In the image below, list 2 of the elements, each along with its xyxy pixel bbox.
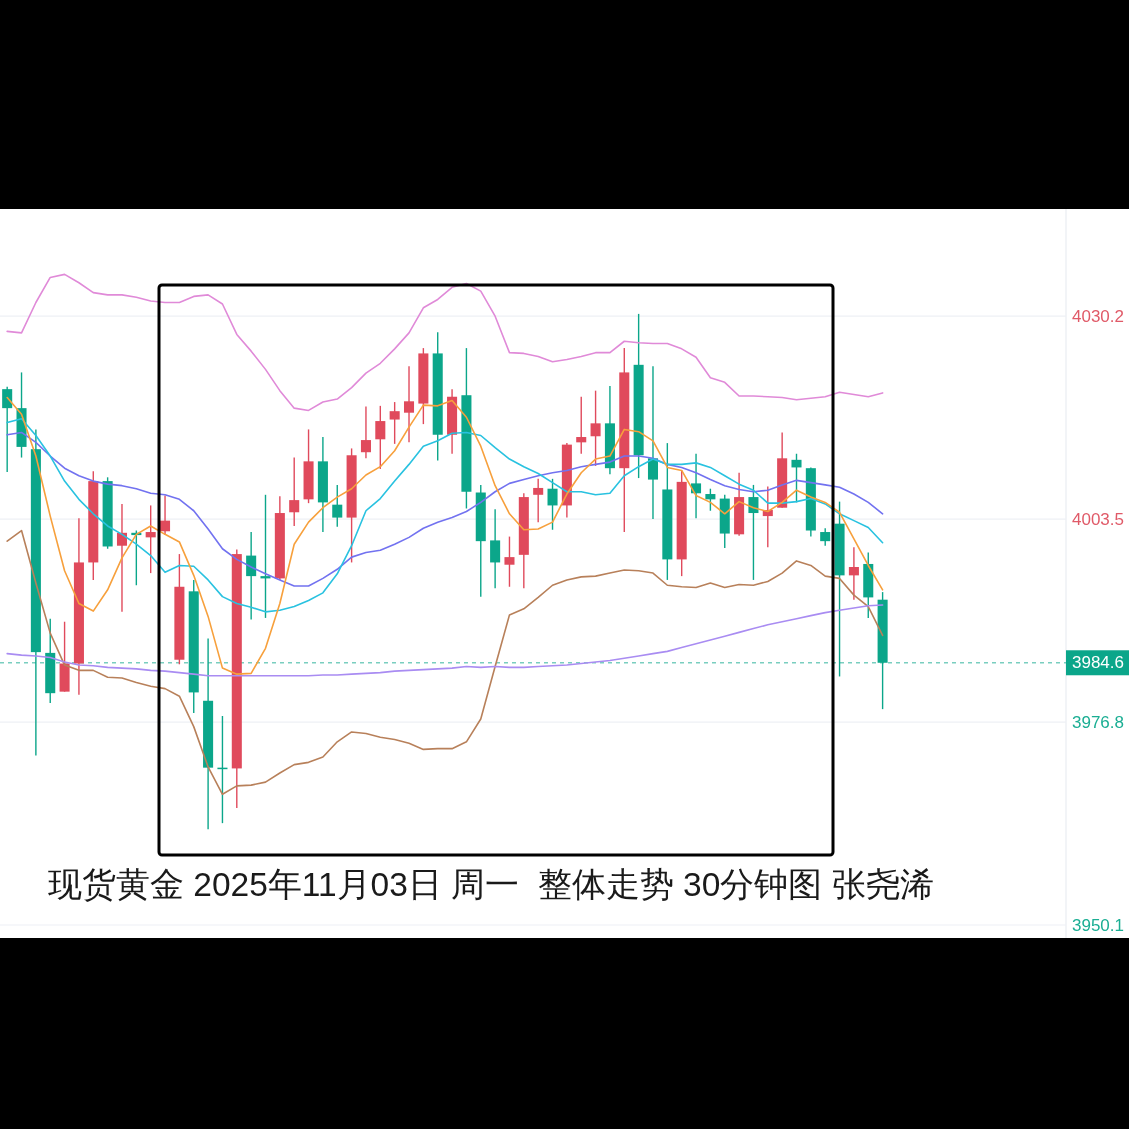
title: 现货黄金 2025年11月03日 周一 整体走势 30分钟图 张尧浠: [48, 866, 934, 903]
ref-line-label: 3984.6: [1072, 653, 1124, 673]
